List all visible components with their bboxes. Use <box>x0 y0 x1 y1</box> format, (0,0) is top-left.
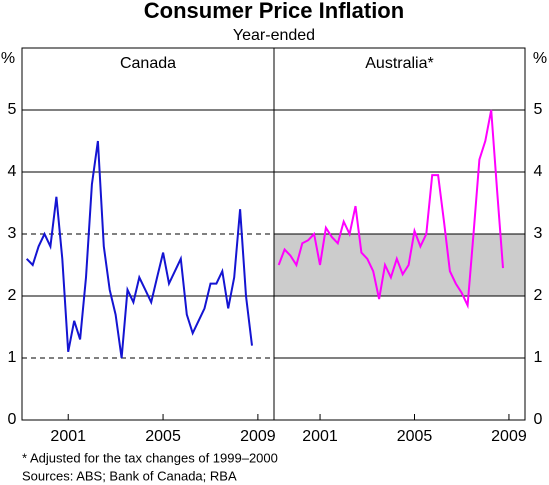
y-tick-label: 1 <box>534 349 543 366</box>
y-tick-label: 4 <box>8 163 17 180</box>
source: Sources: ABS; Bank of Canada; RBA <box>22 468 237 483</box>
y-tick-label: 5 <box>8 101 17 118</box>
panel-title: Canada <box>120 55 176 72</box>
chart-subtitle: Year-ended <box>233 27 315 44</box>
y-tick-label: 2 <box>534 287 543 304</box>
y-unit-right: % <box>533 50 547 67</box>
y-tick-label: 3 <box>534 225 543 242</box>
line-series <box>277 109 504 310</box>
footnote: * Adjusted for the tax changes of 1999–2… <box>22 450 278 465</box>
y-tick-label: 0 <box>8 411 17 428</box>
x-tick-label: 2001 <box>50 428 86 445</box>
x-tick-label: 2009 <box>240 428 276 445</box>
x-tick-label: 2005 <box>145 428 181 445</box>
x-tick-label: 2005 <box>397 428 433 445</box>
chart-title: Consumer Price Inflation <box>144 0 404 23</box>
panel-title: Australia* <box>365 55 433 72</box>
y-tick-label: 5 <box>534 101 543 118</box>
x-tick-label: 2001 <box>302 428 338 445</box>
y-tick-label: 1 <box>8 349 17 366</box>
x-tick-label: 2009 <box>491 428 527 445</box>
line-series <box>25 140 253 359</box>
y-tick-label: 0 <box>534 411 543 428</box>
y-tick-label: 2 <box>8 287 17 304</box>
y-unit-left: % <box>1 50 15 67</box>
y-tick-label: 4 <box>534 163 543 180</box>
y-tick-label: 3 <box>8 225 17 242</box>
